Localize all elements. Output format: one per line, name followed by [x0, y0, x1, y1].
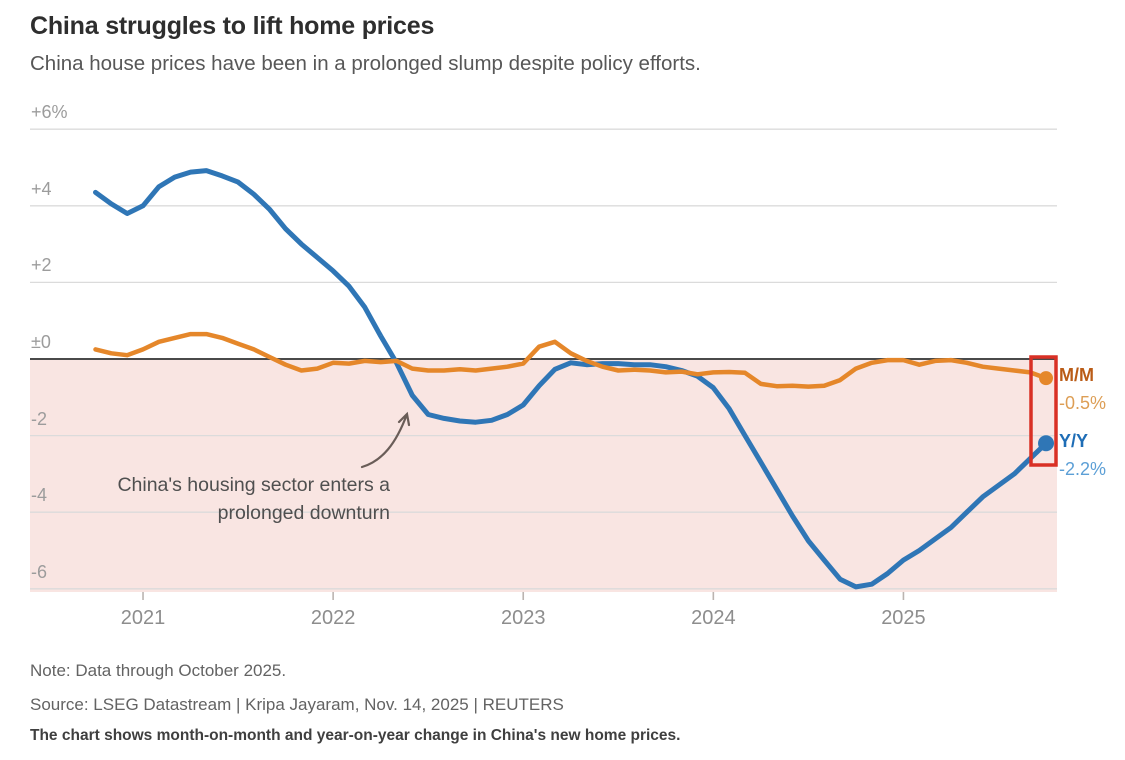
y-tick-label: +4 — [31, 178, 52, 199]
chart-subtitle: China house prices have been in a prolon… — [30, 52, 701, 75]
yy-line-end-dot — [1038, 435, 1055, 452]
annotation-text: China's housing sector enters a prolonge… — [60, 471, 390, 527]
x-tick-label: 2022 — [310, 607, 356, 629]
y-tick-label: ±0 — [31, 332, 51, 352]
annotation-arrow — [360, 411, 411, 469]
y-tick-label: -2 — [31, 408, 48, 429]
x-tick-label: 2024 — [691, 607, 736, 629]
y-tick-label: -6 — [31, 561, 48, 582]
x-tick-label: 2025 — [881, 607, 926, 629]
description-text: The chart shows month-on-month and year-… — [30, 727, 681, 744]
chart-title: China struggles to lift home prices — [30, 12, 435, 40]
y-tick-label: +2 — [31, 255, 52, 276]
annotation-line-2: prolonged downturn — [217, 502, 390, 524]
y-tick-label: -4 — [31, 485, 48, 506]
y-tick-label: +6% — [31, 102, 68, 123]
mm-line-end-dot — [1039, 371, 1054, 386]
yy-series-value: -2.2% — [1059, 459, 1107, 479]
mm-line — [93, 331, 1049, 389]
note-text: Note: Data through October 2025. — [30, 661, 287, 680]
mm-series-label: M/M — [1059, 365, 1094, 385]
x-tick-label: 2023 — [500, 607, 546, 629]
mm-series-value: -0.5% — [1059, 393, 1107, 413]
yy-series-label: Y/Y — [1059, 431, 1089, 451]
x-tick-label: 2021 — [120, 607, 166, 629]
highlight-box — [1029, 355, 1058, 467]
annotation-line-1: China's housing sector enters a — [117, 474, 390, 496]
source-text: Source: LSEG Datastream | Kripa Jayaram,… — [30, 695, 564, 714]
